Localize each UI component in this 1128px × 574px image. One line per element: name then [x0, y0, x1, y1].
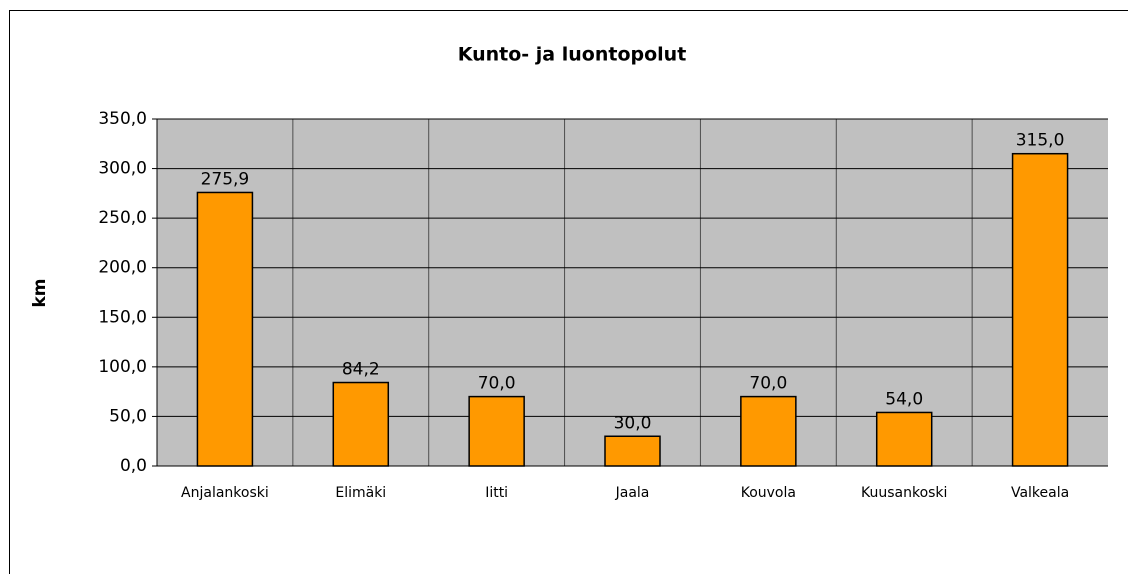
y-tick-label: 150,0: [98, 307, 147, 327]
x-tick-label: Jaala: [615, 485, 650, 501]
bar: [468, 395, 525, 467]
y-tick-label: 300,0: [98, 159, 147, 179]
bar: [332, 381, 390, 467]
data-label: 275,9: [201, 169, 250, 189]
y-tick-label: 100,0: [98, 357, 147, 377]
chart-title: Kunto- ja luontopolut: [458, 44, 687, 66]
x-tick-label: Kouvola: [741, 485, 796, 501]
x-tick-label: Valkeala: [1011, 485, 1069, 501]
bar: [875, 411, 933, 467]
bar: [196, 191, 254, 467]
data-label: 30,0: [614, 413, 652, 433]
data-label: 315,0: [1016, 131, 1065, 151]
bar: [604, 435, 661, 467]
data-label: 70,0: [478, 374, 516, 394]
y-tick-label: 200,0: [98, 258, 147, 278]
data-label: 54,0: [885, 389, 923, 409]
bar: [1011, 152, 1069, 467]
y-tick-label: 350,0: [98, 109, 147, 129]
x-tick-label: Kuusankoski: [861, 485, 947, 501]
y-tick-label: 50,0: [109, 406, 147, 426]
y-axis-label: km: [30, 278, 50, 307]
x-tick-label: Elimäki: [335, 485, 386, 501]
y-tick-label: 0,0: [120, 456, 147, 476]
data-label: 70,0: [749, 374, 787, 394]
x-tick-label: Iitti: [485, 485, 508, 501]
plot-area: [157, 119, 1108, 466]
data-label: 84,2: [342, 360, 380, 380]
x-tick-label: Anjalankoski: [181, 485, 269, 501]
bar: [740, 395, 797, 467]
y-tick-label: 250,0: [98, 208, 147, 228]
